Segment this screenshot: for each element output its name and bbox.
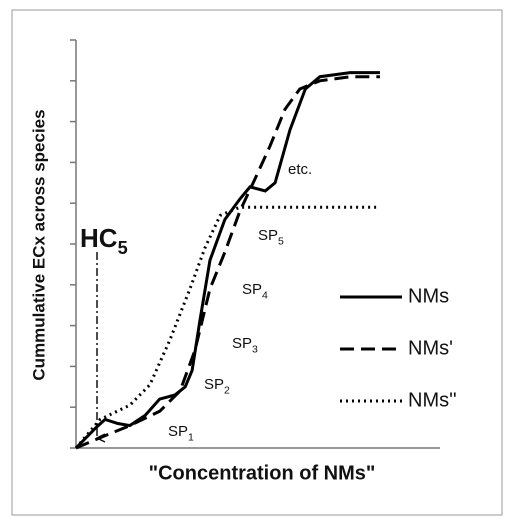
- y-axis-label: Cummulative ECx across species: [29, 109, 48, 380]
- annotation-text: SP: [258, 227, 278, 244]
- series-line: [74, 71, 380, 450]
- annotation: SP5: [258, 227, 284, 247]
- legend-label: NMs': [408, 337, 453, 359]
- annotation-text: SP: [204, 376, 224, 393]
- annotation-text: HC: [80, 223, 118, 253]
- annotation-subscript: 4: [262, 289, 268, 301]
- annotation: etc.: [288, 161, 312, 178]
- x-axis-label: "Concentration of NMs": [149, 462, 376, 484]
- annotation-subscript: 1: [188, 431, 194, 443]
- annotation-subscript: 5: [278, 235, 284, 247]
- series-line: [75, 75, 380, 450]
- annotation-text: SP: [232, 335, 252, 352]
- frame: [11, 9, 503, 516]
- annotation: SP1: [168, 423, 194, 443]
- annotation: HC5: [80, 223, 128, 258]
- annotation: SP3: [232, 335, 258, 355]
- annotation-text: SP: [242, 281, 262, 298]
- annotation-subscript: 5: [118, 238, 128, 258]
- annotation: SP2: [204, 376, 230, 396]
- annotation: SP4: [242, 281, 268, 301]
- legend-label: NMs'': [408, 389, 457, 411]
- legend-label: NMs: [408, 285, 449, 307]
- series-line: [74, 205, 380, 449]
- annotation-subscript: 2: [224, 384, 230, 396]
- annotation-text: SP: [168, 423, 188, 440]
- annotation-subscript: 3: [252, 343, 258, 355]
- annotation-text: etc.: [288, 161, 312, 178]
